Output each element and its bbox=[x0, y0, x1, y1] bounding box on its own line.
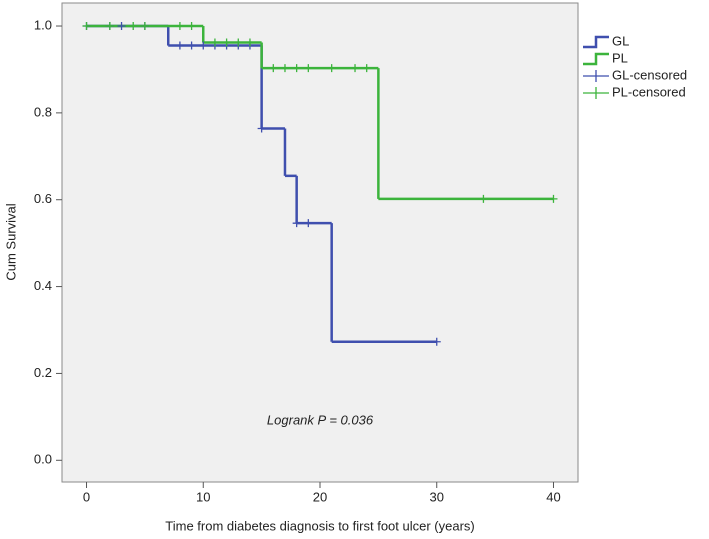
plot-area bbox=[61, 2, 579, 483]
censor-mark bbox=[129, 22, 138, 31]
censor-mark bbox=[362, 64, 371, 73]
y-tick-label: 0.0 bbox=[34, 452, 52, 467]
censor-mark bbox=[304, 219, 313, 228]
y-axis-label: Cum Survival bbox=[3, 203, 18, 280]
y-tick-label: 0.4 bbox=[34, 278, 52, 293]
censor-mark bbox=[117, 22, 126, 31]
x-tick-label: 0 bbox=[83, 489, 90, 504]
censor-mark bbox=[210, 38, 219, 47]
y-tick-label: 0.8 bbox=[34, 104, 52, 119]
censor-mark bbox=[292, 219, 301, 228]
censor-mark bbox=[105, 22, 114, 31]
legend-swatch bbox=[583, 52, 609, 66]
legend-label: PL bbox=[612, 50, 628, 65]
censor-mark bbox=[245, 38, 254, 47]
censor-mark bbox=[479, 194, 488, 203]
legend-swatch bbox=[583, 35, 609, 49]
annotation: Logrank P = 0.036 bbox=[267, 412, 374, 427]
censor-mark bbox=[187, 22, 196, 31]
censor-mark bbox=[187, 41, 196, 50]
x-tick-label: 40 bbox=[546, 489, 560, 504]
x-tick-label: 20 bbox=[313, 489, 327, 504]
censor-mark bbox=[280, 64, 289, 73]
censor-mark bbox=[292, 64, 301, 73]
x-tick-label: 10 bbox=[196, 489, 210, 504]
y-tick-label: 0.2 bbox=[34, 365, 52, 380]
legend-swatch bbox=[583, 70, 609, 82]
censor-mark bbox=[549, 194, 558, 203]
y-tick-label: 1.0 bbox=[34, 17, 52, 32]
censor-mark bbox=[269, 64, 278, 73]
x-axis-label: Time from diabetes diagnosis to first fo… bbox=[165, 518, 474, 533]
censor-mark bbox=[234, 38, 243, 47]
censor-mark bbox=[432, 337, 441, 346]
x-tick-label: 30 bbox=[430, 489, 444, 504]
censor-mark bbox=[175, 22, 184, 31]
censor-mark bbox=[351, 64, 360, 73]
censor-mark bbox=[140, 22, 149, 31]
legend-label: GL bbox=[612, 33, 629, 48]
censor-mark bbox=[222, 38, 231, 47]
censor-mark bbox=[304, 64, 313, 73]
censor-mark bbox=[82, 22, 91, 31]
censor-mark bbox=[257, 124, 266, 133]
legend-label: PL-censored bbox=[612, 84, 686, 99]
censor-mark bbox=[327, 64, 336, 73]
censor-mark bbox=[175, 41, 184, 50]
censor-mark bbox=[199, 41, 208, 50]
legend-swatch bbox=[583, 87, 609, 99]
y-tick-label: 0.6 bbox=[34, 191, 52, 206]
legend-label: GL-censored bbox=[612, 67, 687, 82]
